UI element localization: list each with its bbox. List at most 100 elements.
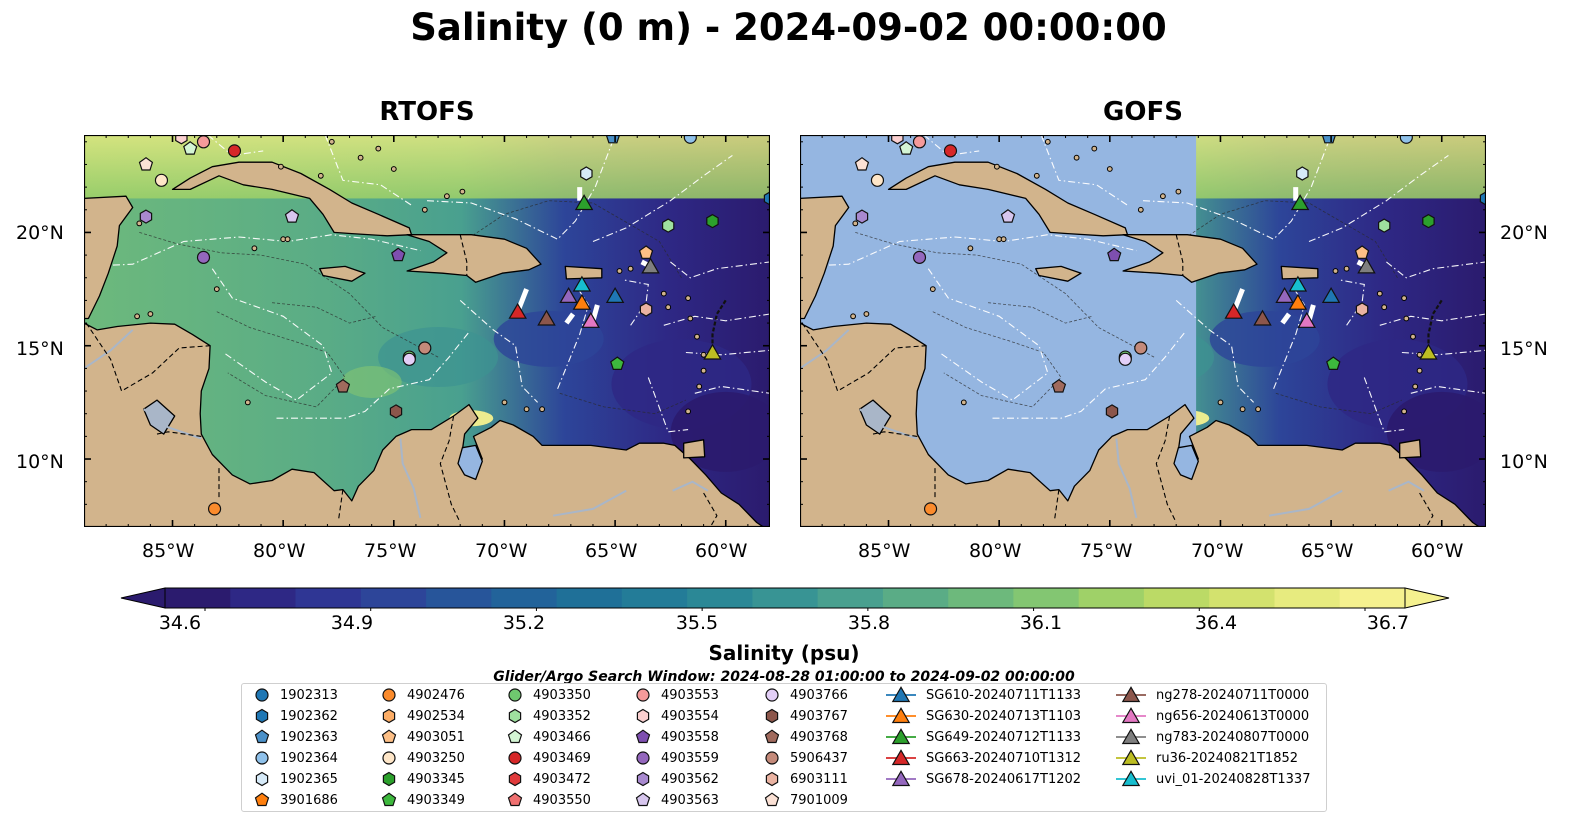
left-lat-label-15n: 15°N [16,338,64,360]
small-island [1416,351,1423,358]
legend-argo-item: 4903466 [505,727,591,747]
glider-marker [1321,287,1341,303]
legend-label: 4903469 [533,750,591,766]
gofs-map [800,135,1486,527]
land-trinidad [1399,439,1422,459]
small-island [685,408,691,415]
small-island [1175,188,1182,195]
colorbar-swatch [230,588,297,608]
legend-argo-item: 4903554 [633,706,719,726]
argo-float-marker [1321,135,1337,144]
legend-argo-item: 4903768 [762,727,848,747]
river [84,329,134,370]
argo-float-marker [639,302,653,317]
legend-glider-icon [1121,686,1141,703]
argo-float-marker [207,502,222,516]
legend-glider-icon [891,770,911,787]
left-lon-label-70w: 70°W [475,540,528,562]
legend-argo-item: 4903469 [505,748,591,768]
glider-marker [703,343,722,360]
bathymetry-contour [1275,392,1403,415]
colorbar-swatch [687,588,753,608]
small-island [136,220,143,227]
argo-float-marker [763,191,770,206]
colorbar-tick-label: 34.9 [330,612,374,634]
legend-argo-icon [508,688,522,702]
legend-glider-icon [1121,707,1141,724]
map-frame [800,135,1486,527]
colorbar-swatch [1274,588,1341,608]
right-lon-label-85w: 85°W [858,540,911,562]
small-island [1376,290,1383,297]
eez-boundary [694,385,770,394]
land-hispaniola [406,234,542,283]
legend-argo-item: 1902363 [252,727,338,747]
eez-boundary [459,299,538,403]
argo-float-marker [1051,378,1067,393]
colorbar-swatch [1143,588,1210,608]
glider-marker [1253,309,1272,326]
rtofs-panel-title: RTOFS [379,97,475,127]
country-border [703,492,718,527]
land-lakeMaracaibo [1173,444,1199,481]
glider-marker [537,309,556,326]
legend-argo-item: 4903562 [633,769,719,789]
argo-float-marker [605,135,621,144]
argo-float-marker [854,156,870,171]
argo-float-marker [284,209,300,223]
legend-label: 7901009 [790,792,848,808]
argo-float-marker [196,250,211,264]
legend-label: SG610-20240711T1133 [926,687,1082,703]
legend-glider-item: ng656-20240613T0000 [1114,706,1309,726]
small-island [1255,406,1262,413]
legend-label: 4903472 [533,771,591,787]
legend-glider-icon [1121,749,1141,766]
eez-boundary [1142,135,1332,240]
eez-boundary [211,268,333,401]
legend-argo-icon [508,771,522,787]
legend-argo-item: 1902313 [252,685,338,705]
colorbar-extend-high [1404,587,1450,609]
legend-glider-item: SG663-20240710T1312 [884,748,1081,768]
river [672,480,709,492]
legend-label: 4903563 [661,792,719,808]
legend-label: uvi_01-20240828T1337 [1156,771,1311,787]
legend-argo-item: 4902476 [379,685,465,705]
legend-label: ng278-20240711T0000 [1156,687,1310,703]
small-island [1401,295,1407,302]
legend-argo-icon [636,708,650,724]
small-island [213,286,220,293]
small-island [700,351,707,358]
colorbar-tick-label: 35.5 [675,612,719,634]
legend-label: 4903768 [790,729,848,745]
colorbar-frame [164,587,1406,609]
argo-float-marker [389,404,403,419]
colorbar-swatch [1339,588,1406,608]
country-border [439,415,461,523]
eez-boundary [1308,154,1449,243]
colorbar-tick-label: 36.4 [1194,612,1238,634]
eez-boundary [670,261,770,279]
small-island [1000,236,1007,243]
small-island [501,399,508,406]
colorbar-swatch [1209,588,1276,608]
country-border [872,431,918,437]
colorbar-tick-label: 35.8 [847,612,891,634]
colorbar-tick-label: 35.2 [502,612,546,634]
argo-float-marker [1296,166,1309,181]
argo-float-marker [1000,209,1016,223]
eez-boundary [927,268,1049,401]
colorbar-swatch [556,588,623,608]
small-island [1106,166,1113,172]
river [552,489,627,517]
glider-marker [641,257,660,274]
legend-argo-icon [381,792,397,807]
left-lon-label-60w: 60°W [695,540,748,562]
legend-argo-item: 4903345 [379,769,465,789]
small-island [1073,154,1080,161]
argo-float-marker [175,135,188,145]
legend-label: 5906437 [790,750,848,766]
small-island [700,367,707,374]
legend-argo-icon [507,792,523,807]
legend-argo-item: 4903553 [633,685,719,705]
